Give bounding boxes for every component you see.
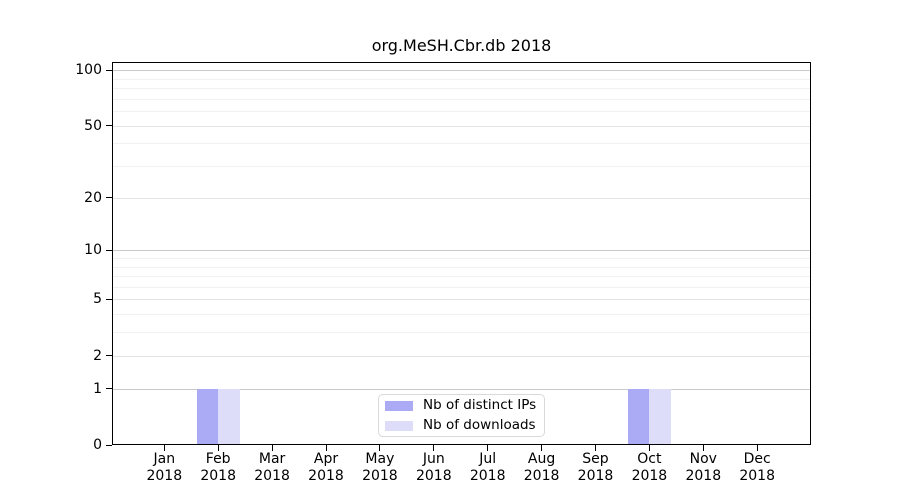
y-axis-tick-5 (106, 298, 112, 300)
x-label-month: Jul (479, 451, 497, 467)
bar-downloads (218, 388, 240, 445)
gridline-minor-90 (112, 78, 811, 80)
gridline-major-10 (112, 250, 811, 252)
x-label-month: Jan (153, 451, 176, 467)
x-axis-tick-1 (217, 445, 219, 451)
x-axis-tick-7 (541, 445, 543, 451)
gridline-minor-7 (112, 276, 811, 277)
y-axis-tick-2 (106, 355, 112, 357)
y-axis-tick-label-1: 1 (93, 380, 102, 397)
x-axis-tick-8 (595, 445, 596, 451)
gridline-minor-9 (112, 257, 811, 259)
y-axis-tick-10 (106, 249, 112, 251)
x-axis-tick-label: Jul 2018 (456, 451, 520, 485)
gridline-mid-2 (112, 355, 811, 357)
x-axis-tick-label: Sep 2018 (564, 451, 628, 485)
x-axis-tick-label: May 2018 (348, 451, 412, 485)
x-label-year: 2018 (200, 468, 236, 484)
x-axis-tick-11 (756, 445, 758, 451)
x-label-year: 2018 (685, 468, 722, 484)
x-label-month: Jun (422, 451, 445, 467)
x-label-month: Feb (205, 451, 231, 467)
y-axis-tick-50 (106, 125, 112, 126)
x-axis-tick-9 (648, 445, 650, 451)
bar-downloads (649, 388, 671, 445)
plot-area (112, 62, 811, 445)
gridline-minor-3 (112, 332, 811, 334)
gridline-major-100 (112, 70, 811, 71)
y-axis-tick-20 (106, 197, 112, 199)
legend-item-downloads: Nb of downloads (385, 418, 544, 433)
x-axis-tick-6 (487, 445, 489, 451)
y-axis-tick-label-100: 100 (75, 62, 102, 78)
x-label-year: 2018 (739, 468, 775, 484)
legend-swatch-downloads-icon (385, 420, 413, 431)
x-axis-tick-0 (163, 445, 165, 451)
x-axis-tick-10 (702, 445, 704, 451)
y-axis-tick-1 (106, 388, 112, 390)
y-axis-tick-label-50: 50 (84, 117, 102, 134)
x-axis-tick-label: Jun 2018 (402, 451, 466, 485)
x-axis-tick-3 (325, 445, 327, 451)
x-label-year: 2018 (146, 468, 183, 484)
x-label-month: Mar (258, 451, 286, 467)
x-label-year: 2018 (254, 468, 290, 484)
x-axis-tick-label: Oct 2018 (617, 451, 681, 485)
y-axis-tick-label-0: 0 (93, 437, 102, 453)
y-axis-tick-label-2: 2 (93, 347, 102, 364)
x-label-year: 2018 (523, 468, 560, 484)
gridline-major-1 (112, 388, 811, 390)
chart-title: org.MeSH.Cbr.db 2018 (371, 36, 552, 55)
x-label-month: May (365, 451, 395, 467)
gridline-minor-40 (112, 143, 811, 145)
x-axis-tick-label: Jan 2018 (132, 451, 196, 485)
x-label-year: 2018 (631, 468, 668, 484)
x-label-month: Dec (743, 451, 771, 467)
legend-label-distinct-ips: Nb of distinct IPs (423, 397, 537, 413)
legend: Nb of distinct IPs Nb of downloads (378, 394, 545, 437)
y-axis-tick-label-5: 5 (93, 291, 102, 308)
x-label-month: Oct (637, 451, 662, 467)
y-axis-tick-label-20: 20 (84, 189, 102, 206)
gridline-mid-50 (112, 125, 811, 127)
gridline-minor-60 (112, 111, 811, 112)
gridline-mid-20 (112, 197, 811, 199)
y-axis-tick-0 (106, 444, 112, 446)
legend-swatch-distinct-ips-icon (385, 400, 413, 411)
gridline-minor-30 (112, 166, 811, 167)
bar-distinct-ips (627, 388, 650, 445)
gridline-minor-70 (112, 98, 811, 100)
y-axis-tick-label-10: 10 (84, 242, 102, 259)
x-label-month: Apr (313, 451, 339, 467)
x-axis-tick-label: Dec 2018 (725, 451, 789, 485)
x-axis-tick-label: Apr 2018 (294, 451, 358, 485)
x-label-month: Aug (527, 451, 556, 467)
bar-distinct-ips (196, 388, 219, 445)
gridline-minor-80 (112, 87, 811, 89)
x-label-month: Sep (582, 451, 609, 467)
x-axis-tick-label: Aug 2018 (510, 451, 574, 485)
x-label-year: 2018 (415, 468, 452, 484)
gridline-minor-8 (112, 266, 811, 268)
x-axis-tick-label: Feb 2018 (186, 451, 250, 485)
x-label-year: 2018 (308, 468, 344, 484)
legend-item-distinct-ips: Nb of distinct IPs (385, 398, 544, 413)
x-label-month: Nov (689, 451, 717, 467)
gridline-minor-4 (112, 314, 811, 316)
gridline-mid-5 (112, 299, 811, 301)
x-label-year: 2018 (577, 468, 614, 484)
x-axis-tick-label: Mar 2018 (240, 451, 304, 485)
x-axis-tick-5 (433, 445, 435, 451)
x-axis-tick-label: Nov 2018 (671, 451, 735, 485)
x-label-year: 2018 (362, 468, 398, 484)
x-axis-tick-4 (379, 445, 381, 451)
legend-label-downloads: Nb of downloads (423, 417, 536, 433)
y-axis-tick-100 (106, 69, 112, 71)
x-label-year: 2018 (469, 468, 506, 484)
x-axis-tick-2 (271, 445, 273, 451)
gridline-minor-6 (112, 286, 811, 288)
